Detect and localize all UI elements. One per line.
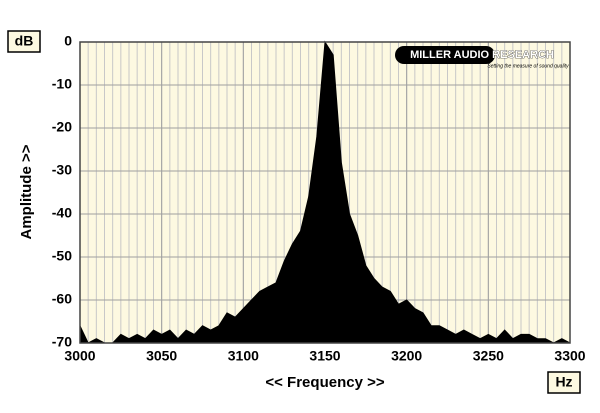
y-tick-label: -30 (52, 162, 72, 178)
logo: MILLER AUDIO RESEARCH Setting the measure… (395, 46, 569, 69)
x-tick-label: 3150 (309, 348, 340, 364)
logo-name: MILLER AUDIO RESEARCH (410, 49, 554, 61)
y-tick-label: -50 (52, 248, 72, 264)
x-tick-label: 3100 (228, 348, 259, 364)
x-axis-title: << Frequency >> (265, 374, 384, 391)
y-tick-label: -70 (52, 334, 72, 350)
y-axis-title: Amplitude >> (18, 144, 35, 239)
x-tick-label: 3000 (64, 348, 95, 364)
y-tick-label: -10 (52, 76, 72, 92)
x-tick-label: 3050 (146, 348, 177, 364)
x-tick-label: 3300 (554, 348, 585, 364)
y-tick-label: 0 (64, 33, 72, 49)
unit-box (7, 30, 41, 53)
logo-tagline: Setting the measure of sound quality (487, 63, 569, 69)
y-unit: dB (15, 33, 34, 49)
x-unit: Hz (555, 374, 572, 390)
x-tick-label: 3200 (391, 348, 422, 364)
y-tick-label: -40 (52, 205, 72, 221)
x-tick-label: 3250 (473, 348, 504, 364)
logo-badge (395, 46, 495, 64)
unit-box (547, 371, 581, 394)
plot-frame (79, 41, 571, 344)
y-tick-label: -60 (52, 291, 72, 307)
y-tick-label: -20 (52, 119, 72, 135)
